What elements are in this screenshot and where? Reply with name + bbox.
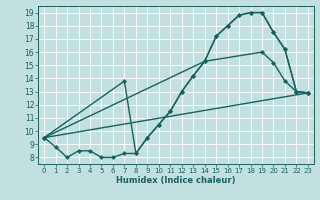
X-axis label: Humidex (Indice chaleur): Humidex (Indice chaleur): [116, 176, 236, 185]
